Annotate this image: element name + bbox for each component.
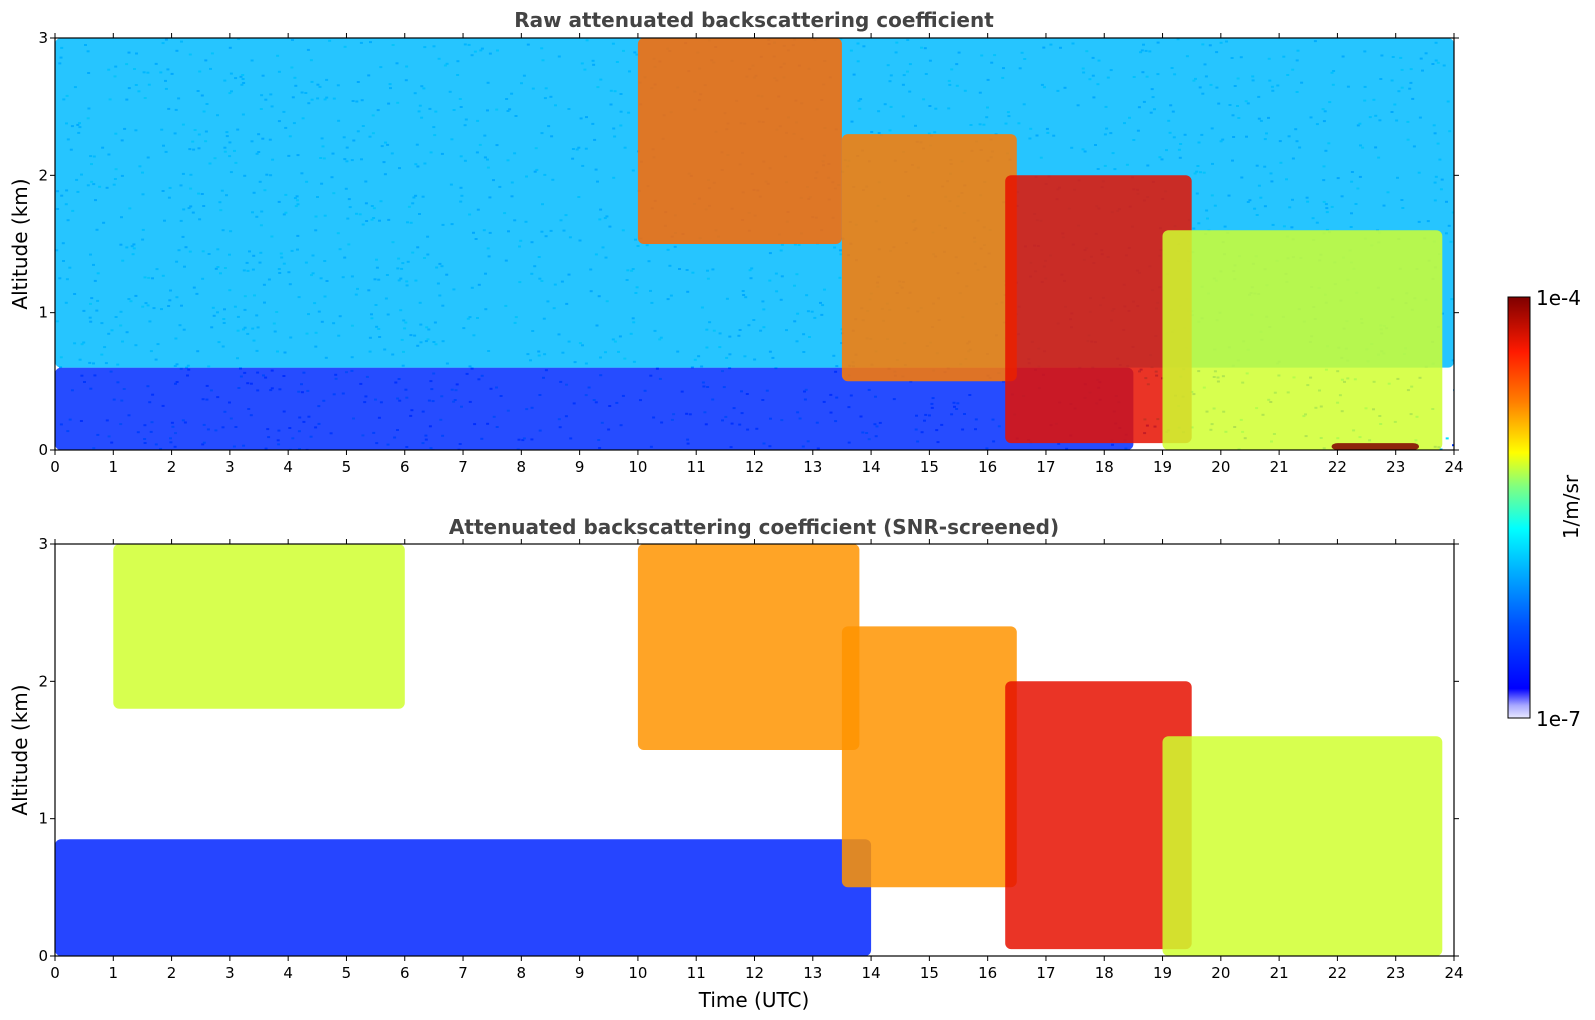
x-tick-label: 1	[109, 458, 119, 476]
screened-y-axis-label: Altitude (km)	[8, 684, 32, 815]
x-tick-label: 17	[1036, 964, 1055, 982]
x-tick-label: 12	[745, 458, 764, 476]
x-tick-label: 4	[283, 458, 293, 476]
colorbar-min-label: 1e-7	[1536, 707, 1581, 731]
x-tick-label: 10	[628, 458, 647, 476]
heatmap-feature	[55, 839, 872, 956]
raw-backscatter-panel: Raw attenuated backscattering coefficien…	[8, 8, 1464, 476]
heatmap-feature	[1005, 175, 1192, 444]
x-tick-label: 2	[167, 458, 177, 476]
x-tick-label: 23	[1386, 964, 1405, 982]
heatmap-feature	[113, 544, 405, 709]
y-tick-label: 0	[38, 441, 48, 459]
heatmap-feature	[1331, 443, 1419, 450]
heatmap-feature	[637, 544, 860, 750]
x-tick-label: 10	[628, 964, 647, 982]
x-tick-label: 2	[167, 964, 177, 982]
x-tick-label: 16	[978, 458, 997, 476]
y-tick-label: 2	[38, 672, 48, 690]
x-tick-label: 21	[1270, 964, 1289, 982]
x-tick-label: 11	[687, 964, 706, 982]
x-tick-label: 16	[978, 964, 997, 982]
y-tick-label: 1	[38, 810, 48, 828]
noise-speck	[1452, 444, 1454, 447]
y-tick-label: 1	[38, 304, 48, 322]
heatmap-feature	[841, 626, 1017, 888]
x-tick-label: 9	[575, 964, 585, 982]
x-tick-label: 5	[342, 964, 352, 982]
x-tick-label: 0	[50, 458, 60, 476]
x-tick-label: 3	[225, 458, 235, 476]
x-tick-label: 21	[1270, 458, 1289, 476]
x-tick-label: 23	[1386, 458, 1405, 476]
raw-x-axis-ticks: 0 1 2 3 4 5 6 7 8 9 10 11 12 13 14 15 16 17 18 19 20 21 22 23 24	[50, 33, 1464, 476]
heatmap-feature	[637, 38, 842, 244]
x-tick-label: 1	[109, 964, 119, 982]
heatmap-feature	[1005, 681, 1192, 950]
x-tick-label: 8	[517, 458, 527, 476]
y-tick-label: 2	[38, 166, 48, 184]
y-tick-label: 3	[38, 29, 48, 47]
heatmap-feature	[55, 367, 1134, 450]
x-tick-label: 15	[920, 964, 939, 982]
x-tick-label: 17	[1036, 458, 1055, 476]
heatmap-feature	[841, 134, 1017, 382]
raw-y-axis-ticks: 0 1 2 3	[38, 29, 1459, 459]
colorbar-unit-label: 1/m/sr	[1559, 474, 1583, 539]
x-tick-label: 20	[1211, 458, 1230, 476]
x-tick-label: 6	[400, 458, 410, 476]
screened-y-axis-ticks: 0 1 2 3	[38, 535, 1459, 965]
x-tick-label: 15	[920, 458, 939, 476]
heatmap-feature	[1162, 230, 1443, 450]
screened-x-axis-ticks: 0 1 2 3 4 5 6 7 8 9 10 11 12 13 14 15 16 17 18 19 20 21 22 23 24	[50, 539, 1464, 982]
colorbar-gradient	[1507, 296, 1531, 719]
x-tick-label: 18	[1095, 458, 1114, 476]
x-tick-label: 0	[50, 964, 60, 982]
x-tick-label: 19	[1153, 458, 1172, 476]
x-tick-label: 24	[1444, 458, 1463, 476]
x-tick-label: 22	[1328, 458, 1347, 476]
x-tick-label: 14	[862, 458, 881, 476]
x-tick-label: 22	[1328, 964, 1347, 982]
x-tick-label: 14	[862, 964, 881, 982]
raw-panel-title: Raw attenuated backscattering coefficien…	[514, 8, 994, 32]
x-tick-label: 20	[1211, 964, 1230, 982]
x-tick-label: 13	[803, 964, 822, 982]
heatmap-feature	[1162, 736, 1443, 956]
x-tick-label: 5	[342, 458, 352, 476]
x-tick-label: 13	[803, 458, 822, 476]
x-tick-label: 7	[458, 458, 468, 476]
screened-panel-title: Attenuated backscattering coefficient (S…	[449, 515, 1059, 539]
screened-backscatter-panel: Attenuated backscattering coefficient (S…	[8, 515, 1464, 1012]
x-tick-label: 18	[1095, 964, 1114, 982]
x-tick-label: 24	[1444, 964, 1463, 982]
screened-x-axis-label: Time (UTC)	[698, 988, 810, 1012]
x-tick-label: 12	[745, 964, 764, 982]
raw-y-axis-label: Altitude (km)	[8, 178, 32, 309]
y-tick-label: 3	[38, 535, 48, 553]
x-tick-label: 19	[1153, 964, 1172, 982]
x-tick-label: 9	[575, 458, 585, 476]
raw-heatmap	[55, 38, 1454, 450]
x-tick-label: 3	[225, 964, 235, 982]
x-tick-label: 7	[458, 964, 468, 982]
x-tick-label: 11	[687, 458, 706, 476]
x-tick-label: 8	[517, 964, 527, 982]
screened-heatmap	[55, 544, 1443, 956]
noise-speck	[1445, 437, 1449, 440]
x-tick-label: 6	[400, 964, 410, 982]
x-tick-label: 4	[283, 964, 293, 982]
y-tick-label: 0	[38, 947, 48, 965]
colorbar: 1e-4 1e-7 1/m/sr	[1507, 286, 1583, 731]
noise-speck	[1439, 448, 1443, 450]
colorbar-max-label: 1e-4	[1536, 286, 1581, 310]
